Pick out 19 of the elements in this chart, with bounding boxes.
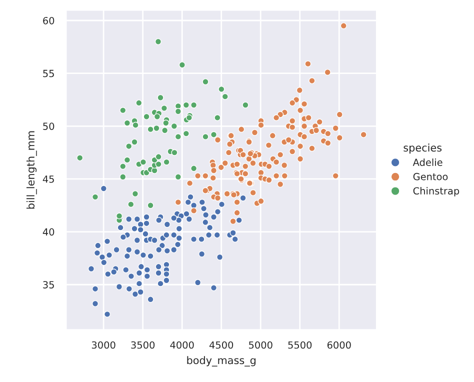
y-axis-title: bill_length_mm — [26, 131, 37, 209]
y-tick-label: 50 — [43, 122, 54, 130]
x-tick-label: 6000 — [327, 341, 351, 349]
legend-label: Adelie — [412, 158, 442, 166]
y-tick-label: 60 — [43, 16, 54, 24]
x-tick-label: 3500 — [131, 341, 155, 349]
y-tick-label: 55 — [43, 70, 54, 78]
y-tick-label: 45 — [42, 176, 54, 183]
x-tick-label: 4000 — [170, 341, 194, 349]
x-tick-label: 4500 — [209, 341, 234, 349]
y-tick-label: 35 — [43, 281, 54, 288]
legend-label: Chinstrap — [413, 187, 460, 196]
legend-label: Gentoo — [413, 172, 448, 180]
x-axis-title: body_mass_g — [187, 356, 256, 366]
legend-title: species — [404, 144, 442, 154]
y-tick-label: 40 — [42, 228, 54, 236]
x-tick-label: 5000 — [249, 341, 272, 349]
x-tick-label: 5500 — [288, 341, 312, 349]
x-tick-label: 3000 — [92, 341, 116, 349]
